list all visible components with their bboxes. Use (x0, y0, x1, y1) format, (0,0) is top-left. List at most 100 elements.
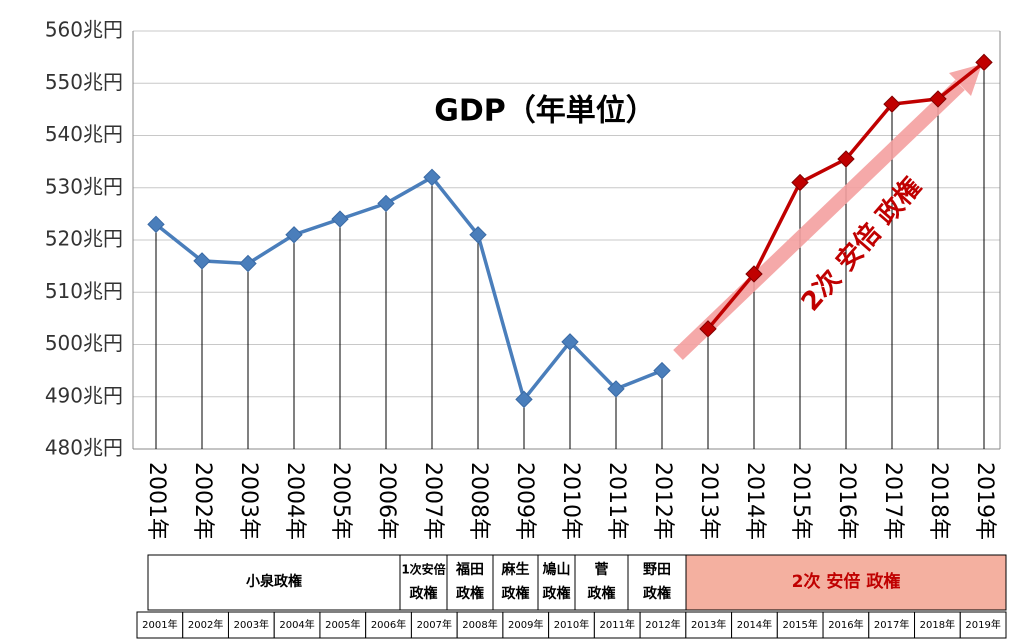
year-cell (731, 611, 778, 639)
x-tick-label: 2004年 (282, 462, 307, 540)
year-label: 2008年 (462, 618, 497, 631)
year-cell (868, 611, 916, 639)
cabinet-label: 政権 (410, 585, 438, 602)
year-cell (182, 611, 229, 639)
marker (699, 320, 717, 338)
x-tick-label: 2007年 (420, 462, 445, 540)
year-cell (273, 611, 321, 639)
cabinet-label: 1次安倍 (401, 562, 445, 577)
cabinet-label: 政権 (456, 585, 484, 602)
cabinet-label: 政権 (588, 585, 616, 602)
y-tick-label: 540兆円 (45, 122, 123, 146)
series-line (154, 175, 663, 404)
year-cell (959, 611, 1007, 639)
year-label: 2013年 (691, 618, 726, 631)
marker (469, 226, 487, 244)
marker (239, 254, 257, 273)
cabinet-cell (537, 554, 576, 611)
x-tick-label: 2013年 (696, 462, 721, 540)
cabinet-label: 菅 (595, 561, 609, 578)
x-tick-label: 2017年 (880, 462, 905, 540)
marker (745, 265, 763, 283)
annotation: 2次 安倍 政権 (795, 171, 927, 317)
year-label: 2006年 (371, 618, 406, 631)
cabinet-cell (492, 554, 539, 611)
x-tick-label: 2006年 (374, 462, 399, 540)
cabinet-label: 麻生 (501, 561, 530, 578)
year-label: 2005年 (325, 618, 360, 631)
marker (285, 226, 303, 244)
y-tick-label: 490兆円 (45, 383, 123, 407)
marker (561, 333, 579, 351)
x-tick-label: 2001年 (144, 462, 169, 540)
cabinet-label: 政権 (643, 585, 671, 602)
chart-title: GDP（年単位） (434, 94, 656, 129)
x-tick-label: 2015年 (788, 462, 813, 540)
cabinet-label: 2次 安倍 政権 (792, 571, 901, 592)
y-tick-label: 530兆円 (45, 174, 123, 198)
marker (653, 361, 671, 380)
cabinet-cell (147, 554, 401, 611)
marker (607, 380, 625, 398)
cabinet-label: 政権 (543, 585, 571, 602)
cabinet-label: 福田 (455, 561, 484, 578)
year-label: 2011年 (600, 618, 635, 631)
year-label: 2003年 (234, 618, 269, 631)
year-label: 2018年 (920, 618, 955, 631)
y-tick-label: 550兆円 (45, 70, 123, 94)
x-tick-label: 2010年 (558, 462, 583, 540)
year-cell (593, 611, 641, 639)
x-tick-label: 2009年 (512, 462, 537, 540)
x-tick-label: 2019年 (972, 462, 997, 540)
year-label: 2019年 (965, 618, 1000, 631)
marker (883, 95, 901, 113)
year-cell (914, 611, 961, 639)
x-tick-label: 2003年 (236, 462, 261, 540)
x-tick-label: 2008年 (466, 462, 491, 540)
cabinet-label: 政権 (502, 585, 530, 602)
y-tick-label: 500兆円 (45, 331, 123, 355)
year-label: 2004年 (279, 618, 314, 631)
year-label: 2009年 (508, 618, 543, 631)
year-label: 2014年 (737, 618, 772, 631)
year-label: 2007年 (417, 618, 452, 631)
marker (975, 53, 993, 72)
year-label: 2015年 (782, 618, 817, 631)
year-label: 2001年 (142, 618, 177, 631)
year-cell (365, 611, 412, 639)
marker (193, 252, 211, 270)
x-tick-label: 2005年 (328, 462, 353, 540)
year-label: 2002年 (188, 618, 223, 631)
cabinet-cell (446, 554, 494, 611)
year-cell (136, 611, 184, 639)
marker (423, 168, 441, 187)
marker (377, 194, 395, 213)
marker (147, 215, 165, 234)
x-tick-label: 2018年 (926, 462, 951, 540)
y-tick-label: 520兆円 (45, 227, 123, 251)
cabinet-label: 鳩山 (543, 561, 571, 578)
marker (515, 390, 533, 409)
marker (791, 173, 809, 192)
year-cell (456, 611, 504, 639)
year-cell (639, 611, 687, 639)
cabinet-cell (574, 554, 629, 611)
marker (929, 90, 947, 108)
x-tick-label: 2016年 (834, 462, 859, 540)
year-cell (319, 611, 367, 639)
cabinet-label: 小泉政権 (246, 573, 302, 590)
year-label: 2010年 (554, 618, 589, 631)
marker (837, 150, 855, 168)
y-tick-label: 510兆円 (45, 279, 123, 303)
year-label: 2017年 (874, 618, 909, 631)
x-tick-label: 2014年 (742, 462, 767, 540)
cabinet-cell (685, 554, 1007, 611)
y-tick-label: 480兆円 (45, 436, 123, 460)
cabinet-label: 野田 (643, 562, 671, 578)
marker (331, 210, 349, 228)
cabinet-cell (399, 554, 448, 611)
x-tick-label: 2011年 (604, 462, 629, 540)
x-tick-label: 2002年 (190, 462, 215, 540)
year-label: 2016年 (828, 618, 863, 631)
